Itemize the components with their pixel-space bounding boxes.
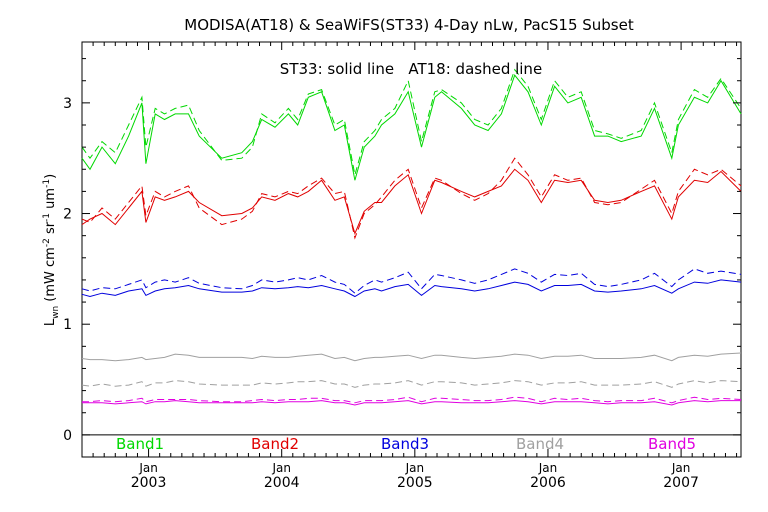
y-tick-label: 0 [63, 428, 72, 444]
y-tick-label: 2 [63, 207, 72, 223]
legend-item-band4: Band4 [516, 435, 564, 453]
x-tick-year-label: 2005 [397, 475, 433, 491]
series-line-band1-st33 [81, 74, 742, 181]
x-tick-month-label: Jan [138, 461, 158, 475]
chart-title: MODISA(AT18) & SeaWiFS(ST33) 4-Day nLw, … [184, 16, 634, 34]
x-tick-month-label: Jan [671, 461, 691, 475]
series-line-band5-st33 [82, 400, 741, 406]
series-line-band4-st33 [81, 352, 742, 362]
x-tick-year-label: 2003 [131, 475, 167, 491]
y-tick-label: 1 [63, 317, 72, 333]
y-axis-label-text: Lwn (mW cm-2 sr-1 um-1) [42, 174, 61, 326]
series-line-band1-at18 [81, 68, 742, 175]
series-line-band2-st33 [81, 168, 742, 235]
legend-item-band5: Band5 [648, 435, 696, 453]
x-tick-year-label: 2006 [530, 475, 566, 491]
series-line-band5-at18 [82, 396, 742, 404]
y-axis: 0 1 2 3 [63, 58, 741, 444]
legend-item-band1: Band1 [116, 435, 164, 453]
legend-item-band2: Band2 [251, 435, 299, 453]
legend-item-band3: Band3 [381, 435, 429, 453]
x-tick-month-label: Jan [271, 461, 291, 475]
series-line-band3-at18 [81, 268, 742, 294]
series-group [81, 68, 742, 406]
x-tick-month-label: Jan [405, 461, 425, 475]
legend: Band1 Band2 Band3 Band4 Band5 [116, 435, 696, 453]
plot-frame [81, 41, 742, 458]
series-line-band2-at18 [81, 157, 742, 240]
x-tick-month-label: Jan [538, 461, 558, 475]
series-line-band4-at18 [81, 380, 742, 388]
y-axis-label: Lwn (mW cm-2 sr-1 um-1) [42, 174, 61, 326]
y-tick-label: 3 [63, 96, 72, 112]
x-tick-year-label: 2007 [663, 475, 699, 491]
line-style-annotation: ST33: solid line AT18: dashed line [280, 60, 542, 78]
x-tick-year-label: 2004 [264, 475, 300, 491]
series-line-band3-st33 [81, 279, 742, 298]
